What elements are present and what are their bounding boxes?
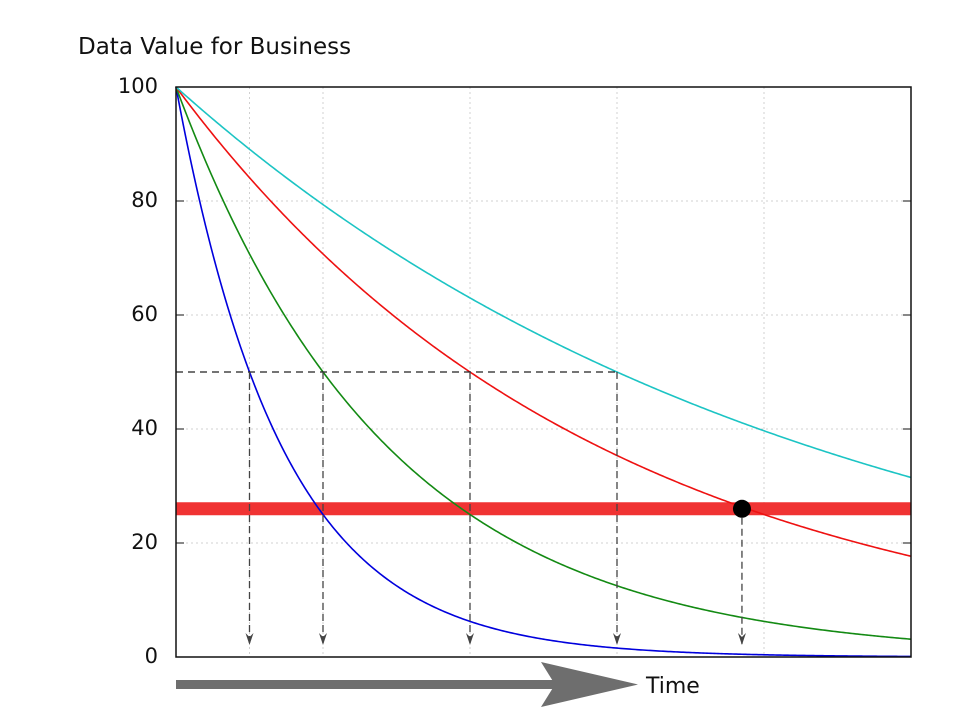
y-axis-label: Data Value for Business [78,34,351,60]
y-tick-label: 0 [145,644,158,668]
decay-curve [175,86,912,558]
plot-frame [175,86,912,658]
half-value-guides [176,371,751,645]
y-tick-label: 60 [131,302,158,326]
y-tick-label: 40 [131,416,158,440]
y-ticks: 0 20 40 60 80 100 [118,74,911,668]
decay-curve [175,86,912,658]
series-layer [175,86,912,658]
y-tick-label: 80 [131,188,158,212]
x-axis-label: Time [645,674,700,699]
time-arrow-head [541,662,638,707]
time-arrow-shaft [176,680,556,689]
decay-curve [175,86,912,640]
decay-curve [175,86,912,479]
time-arrow [176,662,638,707]
threshold-crossing-point [732,499,751,518]
y-tick-label: 20 [131,530,158,554]
y-tick-label: 100 [118,74,158,98]
